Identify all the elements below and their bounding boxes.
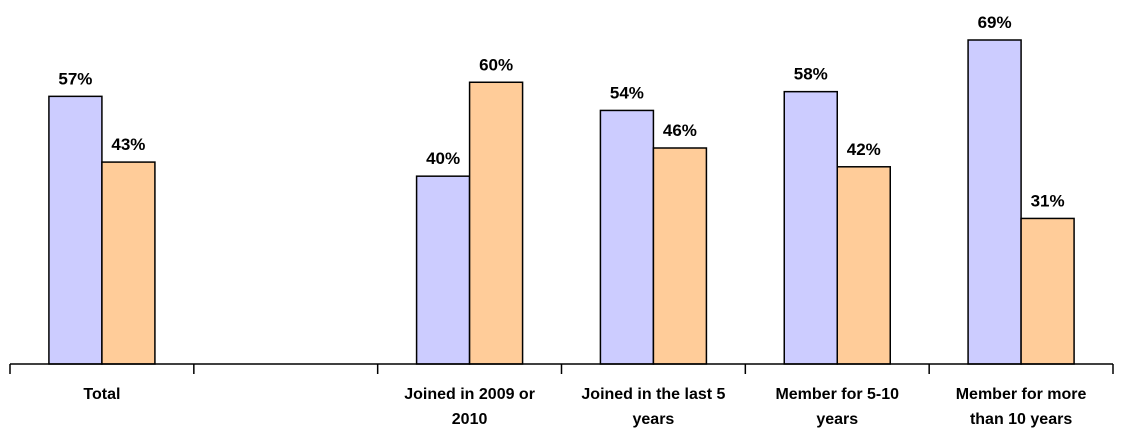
bar-2-series-0 bbox=[415, 175, 471, 365]
category-label-0-line-0: Total bbox=[83, 386, 120, 403]
value-label-5-series-0: 69% bbox=[978, 13, 1012, 32]
value-label-4-series-0: 58% bbox=[794, 65, 828, 84]
value-label-0-series-0: 57% bbox=[58, 69, 92, 88]
x-axis-ticks bbox=[9, 364, 1114, 374]
category-label-2-line-0: Joined in 2009 or bbox=[404, 386, 535, 403]
category-label-3-line-0: Joined in the last 5 bbox=[581, 386, 725, 403]
category-label-3-line-1: years bbox=[633, 411, 675, 428]
category-label-5-line-0: Member for more bbox=[956, 386, 1087, 403]
value-label-3-series-0: 54% bbox=[610, 83, 644, 102]
bar-0-series-0 bbox=[48, 95, 103, 365]
bar-0-series-1 bbox=[101, 161, 156, 365]
bar-3-series-1 bbox=[652, 147, 708, 365]
bar-5-series-1 bbox=[1020, 217, 1075, 365]
value-label-5-series-1: 31% bbox=[1031, 191, 1065, 210]
value-label-4-series-1: 42% bbox=[847, 140, 881, 159]
value-label-0-series-1: 43% bbox=[111, 135, 145, 154]
value-label-3-series-1: 46% bbox=[663, 121, 697, 140]
bar-4-series-0 bbox=[783, 90, 838, 365]
value-labels-layer: 57% 43% 40% 60% 54% 46% 58% 42% 69% 31% bbox=[58, 13, 1064, 210]
bar-4-series-1 bbox=[836, 166, 891, 365]
category-label-5-line-1: than 10 years bbox=[970, 411, 1072, 428]
bar-3-series-0 bbox=[599, 109, 655, 365]
value-label-2-series-1: 60% bbox=[479, 55, 513, 74]
value-label-2-series-0: 40% bbox=[426, 149, 460, 168]
category-label-2-line-1: 2010 bbox=[452, 411, 488, 428]
category-labels-layer: Total Joined in 2009 or 2010 Joined in the … bbox=[83, 386, 1086, 428]
bar-2-series-1 bbox=[468, 81, 524, 365]
category-label-4-line-1: years bbox=[816, 411, 858, 428]
category-label-4-line-0: Member for 5-10 bbox=[775, 386, 899, 403]
bars-layer bbox=[48, 39, 1075, 365]
bar-5-series-0 bbox=[967, 39, 1022, 365]
